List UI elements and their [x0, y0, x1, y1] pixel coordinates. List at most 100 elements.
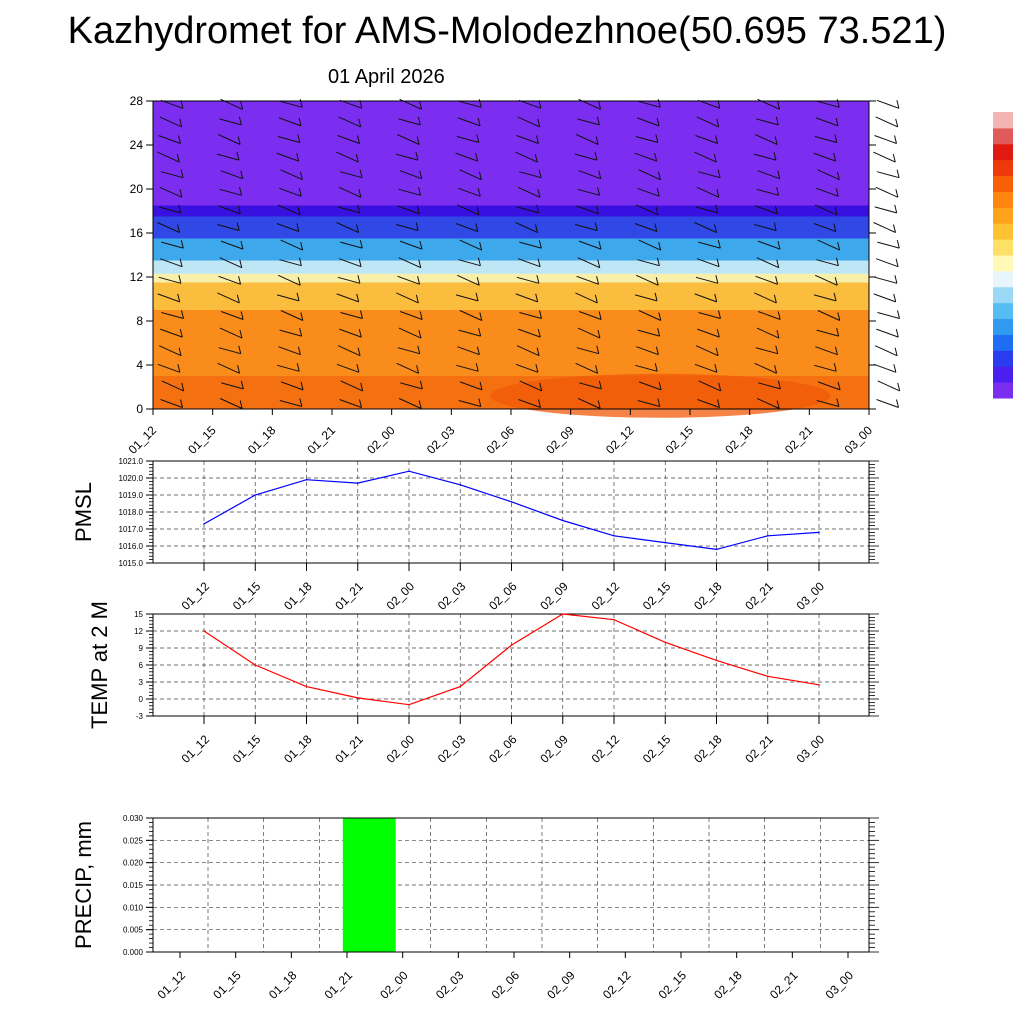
wind-barb-shaft — [694, 293, 717, 303]
wind-barb-flag — [475, 152, 479, 162]
wind-barb-flag — [181, 382, 185, 392]
wind-barb-flag — [477, 117, 481, 127]
wind-barb-flag — [539, 310, 542, 319]
wind-barb-flag — [237, 136, 241, 145]
x-tick-label: 02_03 — [424, 423, 458, 457]
wind-barb-flag — [715, 135, 718, 144]
wind-barb-shaft — [338, 186, 362, 198]
pmsl-point — [818, 531, 820, 534]
wind-barb-shaft — [218, 347, 241, 355]
wind-barb-shaft — [696, 186, 720, 198]
wind-barb-shaft — [636, 274, 659, 286]
y-tick-label: 4 — [136, 358, 143, 372]
pmsl-point — [408, 470, 410, 473]
pmsl-point — [664, 541, 667, 544]
temp-2m-point — [305, 685, 308, 688]
wind-barb-flag — [895, 328, 899, 338]
wind-barb-shaft — [455, 294, 479, 302]
wind-barb-flag — [657, 398, 661, 407]
x-tick-label: 02_18 — [711, 968, 745, 1002]
wind-barb-shaft — [219, 188, 242, 196]
wind-barb-flag — [598, 311, 602, 320]
wind-barb-shaft — [638, 239, 661, 251]
wind-barb-flag — [535, 224, 538, 233]
wind-barb-flag — [176, 153, 180, 163]
wind-barb-shaft — [340, 312, 363, 319]
wind-barb-flag — [475, 292, 479, 302]
x-tick-label: 02_00 — [377, 968, 411, 1002]
wind-barb-flag — [360, 310, 363, 319]
wind-barb-shaft — [515, 151, 538, 163]
x-tick-label: 02_09 — [543, 423, 577, 457]
y-tick-label: 9 — [139, 644, 144, 653]
colorbar-segment — [993, 191, 1013, 208]
wind-barb-flag — [298, 117, 302, 127]
wind-barb-flag — [297, 346, 301, 355]
wind-barb-flag — [895, 118, 899, 128]
wind-barb-shaft — [876, 99, 900, 109]
wind-barb-flag — [896, 399, 899, 408]
x-tick-label: 02_09 — [537, 732, 571, 766]
x-tick-label: 01_12 — [126, 423, 160, 457]
temp-2m-point — [664, 641, 667, 644]
wind-barb-flag — [236, 222, 240, 231]
wind-barb-shaft — [755, 275, 778, 285]
wind-barb-flag — [654, 292, 658, 302]
wind-barb-flag — [717, 399, 720, 408]
y-tick-label: 1016.0 — [119, 542, 144, 551]
wind-barb-shaft — [756, 327, 780, 339]
wind-barb-shaft — [280, 239, 303, 251]
wind-barb-shaft — [459, 239, 482, 251]
wind-barb-flag — [716, 189, 720, 198]
wind-barb-shaft — [698, 241, 721, 249]
wind-barb-shaft — [398, 327, 422, 339]
wind-barb-flag — [775, 116, 779, 126]
wind-barb-flag — [358, 189, 362, 198]
wind-barb-flag — [894, 135, 897, 144]
wind-barb-shaft — [518, 399, 541, 408]
wind-barb-flag — [475, 223, 479, 232]
wind-barb-flag — [238, 345, 242, 354]
wind-barb-flag — [598, 101, 602, 110]
wind-barbs — [157, 98, 901, 409]
x-tick-label: 02_03 — [433, 968, 467, 1002]
pmsl-point — [613, 535, 615, 537]
wind-barb-shaft — [815, 346, 838, 356]
wind-barb-flag — [537, 189, 541, 198]
wind-barb-shaft — [575, 224, 598, 231]
x-tick-label: 02_15 — [640, 579, 674, 613]
wind-barb-shaft — [755, 347, 778, 355]
wind-barb-flag — [656, 117, 660, 127]
wind-barb-flag — [774, 205, 778, 215]
wind-barb-shaft — [637, 400, 660, 407]
wind-barb-shaft — [516, 135, 539, 144]
wind-barb-shaft — [160, 328, 183, 338]
wind-barb-shaft — [336, 222, 359, 233]
wind-barb-flag — [837, 381, 841, 391]
pmsl-point — [510, 501, 513, 503]
colorbar-segment — [993, 255, 1013, 272]
wind-barb-flag — [236, 151, 240, 161]
y-tick-label: 0.010 — [123, 903, 144, 912]
wind-barb-flag — [419, 380, 423, 390]
wind-barb-flag — [654, 152, 658, 162]
wind-barb-flag — [358, 258, 362, 267]
wind-barb-shaft — [339, 328, 362, 338]
wind-barb-shaft — [697, 399, 720, 408]
wind-barb-shaft — [396, 134, 420, 145]
wind-barb-shaft — [339, 399, 362, 408]
wind-barb-flag — [834, 206, 838, 216]
wind-barb-flag — [298, 188, 302, 197]
x-tick-label: 02_06 — [489, 968, 523, 1002]
x-tick-label: 02_12 — [589, 579, 623, 613]
wind-barb-flag — [296, 363, 300, 372]
wind-barb-shaft — [216, 153, 240, 161]
wind-barb-flag — [777, 380, 781, 390]
wind-barb-flag — [833, 152, 837, 162]
wind-barb-flag — [357, 347, 361, 356]
wind-barb-shaft — [873, 293, 896, 303]
warm-core-shade — [490, 373, 831, 418]
wind-barb-flag — [896, 100, 900, 109]
x-tick-label: 02_06 — [484, 423, 518, 457]
wind-barb-flag — [419, 240, 423, 250]
